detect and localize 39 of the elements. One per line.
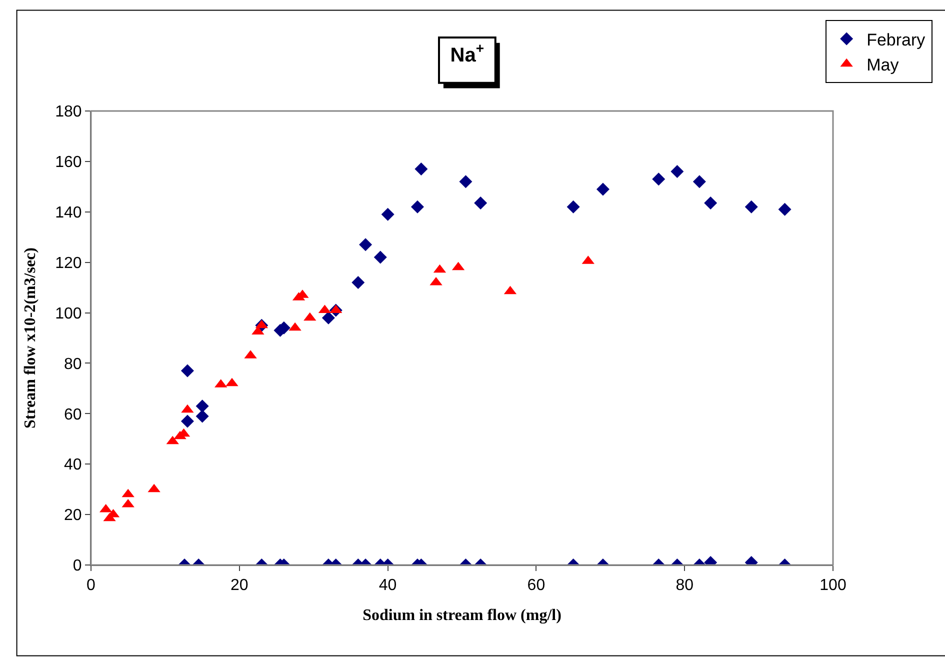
x-axis-title: Sodium in stream flow (mg/l): [362, 606, 562, 624]
x-tick-label: 40: [378, 577, 397, 594]
y-tick-label: 20: [64, 507, 82, 524]
point: [652, 172, 666, 186]
point: [381, 208, 394, 221]
point: [414, 162, 428, 176]
point: [566, 200, 580, 214]
point: [459, 175, 472, 188]
y-axis-title: Stream flow x10-2(m3/sec): [22, 248, 39, 428]
x-tick-label: 0: [86, 577, 96, 594]
chart-title: Na$^{+}$: [450, 40, 484, 67]
point: [670, 165, 684, 178]
point: [596, 182, 610, 196]
y-tick-label: 60: [64, 406, 82, 424]
point: [374, 250, 387, 264]
x-tick-label: 20: [230, 577, 248, 594]
y-tick-label: 100: [55, 305, 82, 322]
x-tick-label: 100: [820, 577, 846, 594]
point: [359, 238, 372, 252]
point: [778, 202, 792, 216]
point: [744, 200, 758, 214]
y-tick-label: 140: [55, 204, 82, 222]
y-tick-label: 0: [72, 558, 82, 575]
point: [704, 196, 718, 210]
point: [410, 200, 424, 214]
point: [474, 196, 488, 210]
y-tick-label: 160: [55, 154, 82, 172]
x-tick-label: 80: [676, 577, 694, 594]
x-tick-label: 60: [527, 577, 546, 594]
legend-label: Febrary: [866, 30, 926, 50]
point: [692, 175, 706, 188]
legend-label: May: [866, 55, 900, 74]
point: [322, 311, 335, 324]
y-tick-label: 80: [64, 356, 82, 373]
point: [352, 276, 365, 290]
y-tick-label: 120: [55, 254, 82, 272]
point: [180, 364, 194, 378]
y-tick-label: 40: [64, 456, 82, 474]
y-tick-label: 180: [55, 104, 82, 121]
